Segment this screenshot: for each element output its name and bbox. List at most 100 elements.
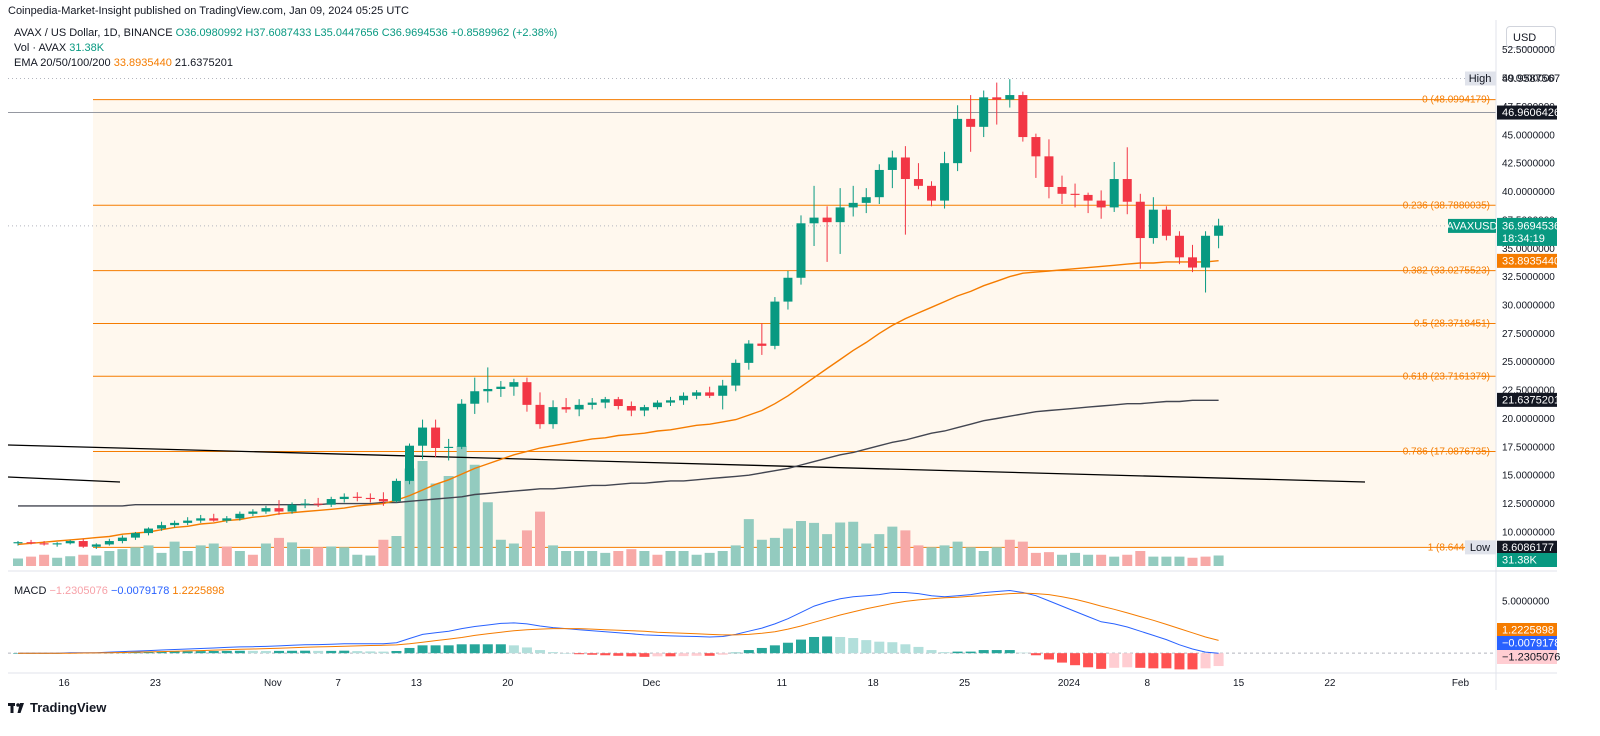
volume-bar [469, 464, 480, 566]
macd-hist-bar [769, 645, 780, 654]
macd-hist-bar [365, 651, 376, 654]
price-tick-label: 25.0000000 [1502, 357, 1555, 368]
volume-bar [208, 543, 219, 566]
candle-body [117, 537, 127, 542]
macd-hist-bar [1030, 653, 1041, 656]
macd-hist-bar [352, 651, 363, 654]
candle-body [209, 518, 219, 521]
volume-bar [287, 542, 298, 566]
macd-hist-bar [274, 650, 284, 654]
legend-volume-value: 31.38K [69, 42, 105, 54]
macd-hist-bar [182, 651, 193, 654]
price-tag: 31.38K [1502, 555, 1538, 567]
volume-bar [743, 519, 754, 566]
macd-hist-bar [678, 653, 689, 657]
macd-hist-bar [730, 652, 741, 654]
price-tick-label: 50.0000000 [1502, 74, 1555, 85]
chart-legend: AVAX / US Dollar, 1D, BINANCE O36.098099… [14, 26, 557, 71]
volume-bar [587, 551, 598, 566]
volume-bar [182, 551, 193, 566]
macd-hist-bar [809, 636, 820, 654]
footer-brand[interactable]: TradingView [8, 700, 106, 715]
volume-bar [887, 526, 898, 566]
legend-symbol[interactable]: AVAX / US Dollar, 1D, BINANCE [14, 27, 173, 39]
macd-hist-bar [939, 652, 950, 654]
legend-ema-label[interactable]: EMA 20/50/100/200 [14, 57, 111, 69]
price-tag-caption: High [1469, 73, 1492, 85]
volume-bar [626, 549, 637, 566]
volume-bar [65, 556, 76, 566]
candle-body [535, 404, 545, 425]
volume-bar [234, 551, 245, 566]
volume-bar [169, 541, 180, 566]
volume-bar [835, 522, 846, 566]
price-tag: 8.6086177 [1502, 542, 1554, 554]
macd-hist-bar [208, 650, 219, 654]
macd-hist-bar [691, 653, 702, 656]
volume-bar [678, 551, 689, 566]
macd-hist-bar [1057, 653, 1067, 663]
time-tick-label: 11 [777, 678, 788, 689]
macd-label[interactable]: MACD [14, 585, 47, 597]
candle-body [940, 163, 950, 201]
legend-volume-label[interactable]: Vol · AVAX [14, 42, 67, 54]
volume-bar [13, 558, 23, 566]
candle-body [196, 518, 206, 521]
macd-hist-bar [913, 646, 924, 654]
candle-body [522, 382, 532, 405]
volume-bar [365, 555, 376, 566]
currency-selector[interactable]: USD [1506, 26, 1556, 48]
macd-hist-bar [313, 650, 324, 654]
candle-body [1109, 179, 1119, 208]
macd-hist-bar [835, 636, 846, 654]
volume-bar [482, 502, 493, 566]
macd-tick-label: 5.0000000 [1502, 596, 1550, 607]
volume-bar [1122, 554, 1133, 566]
candle-body [13, 542, 23, 544]
volume-bar [913, 545, 924, 566]
time-tick-label: 2024 [1058, 678, 1081, 689]
macd-hist-bar [991, 650, 1002, 654]
price-chart[interactable]: 0 (48.0994179) 0.236 (38.7880035) 0.382 (3… [0, 0, 1600, 700]
candle-body [1083, 194, 1093, 201]
candle-body [744, 343, 754, 363]
macd-hist-bar [300, 650, 311, 654]
volume-bar [652, 554, 663, 566]
time-tick-label: 8 [1144, 678, 1150, 689]
price-tag-bg [1497, 392, 1557, 407]
candle-body [1044, 156, 1054, 187]
trend-line-lower [7, 476, 121, 483]
candle-body [1201, 235, 1211, 268]
candle-body [183, 520, 193, 523]
macd-hist-bar [965, 651, 976, 654]
macd-hist-bar [1161, 653, 1172, 669]
trend-line [7, 444, 1366, 483]
candle-body [757, 343, 767, 346]
price-tag: 21.6375201 [1502, 394, 1560, 406]
macd-hist-bar [143, 651, 154, 654]
macd-hist-bar [260, 650, 271, 654]
price-tag-bg [1497, 105, 1557, 120]
volume-bar [1148, 556, 1159, 566]
volume-bar [1030, 552, 1041, 566]
volume-bar [104, 551, 115, 566]
volume-bar [848, 521, 859, 566]
candle-body [1031, 137, 1041, 157]
time-tick-label: Nov [264, 678, 282, 689]
footer-brand-text: TradingView [30, 700, 107, 715]
volume-bar [639, 551, 650, 566]
volume-bar [352, 554, 363, 566]
macd-hist-bar [561, 653, 572, 654]
macd-hist-bar [1187, 653, 1198, 670]
price-tag: 33.8935440 [1502, 255, 1560, 267]
volume-bar [535, 511, 545, 566]
ema-fast-line [17, 260, 1219, 546]
price-tag-caption-bg [1465, 540, 1496, 555]
candle-body [509, 382, 519, 387]
price-tag-caption-bg [1465, 71, 1496, 86]
candle-body [548, 407, 558, 425]
volume-bar [391, 536, 402, 566]
macd-hist-bar [743, 650, 754, 654]
time-tick-label: 25 [959, 678, 971, 689]
macd-hist-bar [665, 653, 676, 657]
